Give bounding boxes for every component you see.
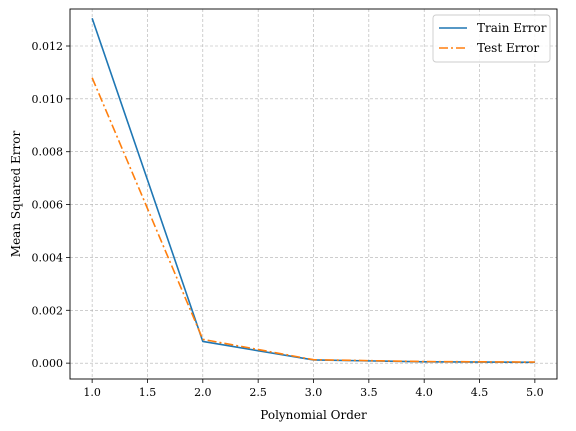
y-tick-label: 0.006	[32, 199, 64, 212]
y-tick-label: 0.004	[32, 251, 64, 264]
x-tick-label: 2.0	[194, 386, 212, 399]
x-tick-label: 4.0	[415, 386, 433, 399]
x-tick-label: 2.5	[249, 386, 267, 399]
y-tick-label: 0.008	[32, 146, 64, 159]
y-tick-label: 0.010	[32, 93, 64, 106]
y-axis-label: Mean Squared Error	[9, 131, 23, 258]
legend-label-1: Test Error	[477, 41, 539, 55]
x-tick-label: 4.5	[471, 386, 489, 399]
ticks: 1.0 1.5 2.0 2.5 3.0 3.5 4.0 4.5 5.0 0.000 0.002 0.0…	[32, 40, 544, 399]
x-tick-label: 5.0	[526, 386, 544, 399]
x-tick-label: 1.0	[83, 386, 101, 399]
series-line-1	[91, 77, 535, 363]
x-tick-label: 3.5	[360, 386, 378, 399]
x-tick-label: 3.0	[305, 386, 323, 399]
legend: Train Error Test Error	[432, 14, 551, 63]
legend-box	[432, 14, 551, 63]
x-tick-label: 1.5	[139, 386, 157, 399]
grid	[70, 9, 557, 379]
y-tick-label: 0.000	[32, 357, 64, 370]
y-tick-label: 0.002	[32, 304, 64, 317]
x-axis-label: Polynomial Order	[260, 408, 367, 422]
legend-label-0: Train Error	[477, 21, 547, 35]
series-layer	[91, 17, 535, 364]
y-tick-label: 0.012	[32, 40, 64, 53]
